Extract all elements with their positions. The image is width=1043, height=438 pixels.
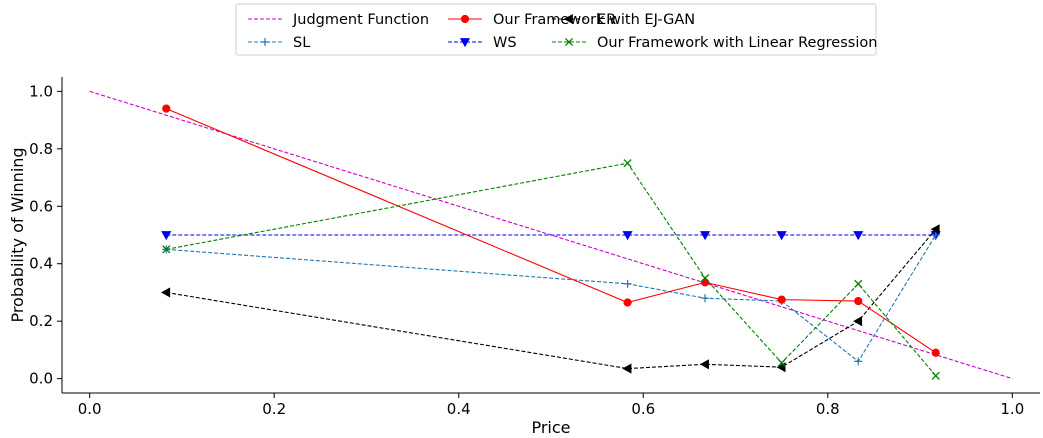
data-point-x xyxy=(701,274,710,283)
legend: Judgment Function SL Our Framework with EJ… xyxy=(235,3,877,56)
x-tick-label: 1.0 xyxy=(1000,400,1024,418)
data-point-x xyxy=(854,279,863,288)
data-point-triangle xyxy=(776,231,787,241)
series-line xyxy=(166,108,937,354)
series-5 xyxy=(162,159,940,380)
data-point-triangle xyxy=(161,231,172,241)
series-line xyxy=(166,234,937,363)
series-3 xyxy=(161,224,940,374)
y-tick-label: 0.6 xyxy=(29,197,53,215)
x-tick-label: 0.0 xyxy=(78,400,102,418)
x-tick-label: 0.6 xyxy=(631,400,655,418)
data-point-x xyxy=(777,358,786,367)
data-point-triangle xyxy=(700,231,711,241)
legend-label: WS xyxy=(493,35,517,51)
series-line xyxy=(166,228,937,370)
data-point-circle xyxy=(162,104,171,113)
data-point-circle xyxy=(854,296,863,306)
data-point-circle xyxy=(777,295,786,304)
legend-label: Our Framework with Linear Regression xyxy=(597,35,877,51)
series-layer xyxy=(89,90,1013,380)
data-point-plus xyxy=(701,294,710,303)
data-point-plus xyxy=(931,231,940,239)
series-line xyxy=(166,162,937,377)
series-1 xyxy=(161,231,941,241)
data-point-x xyxy=(564,37,574,47)
legend-item: WS xyxy=(448,35,517,51)
series-4 xyxy=(162,104,940,357)
data-point-triangle xyxy=(622,231,633,241)
data-point-plus xyxy=(261,38,269,46)
data-point-triangle xyxy=(853,231,864,241)
axes xyxy=(61,77,1040,394)
y-tick-label: 1.0 xyxy=(29,82,53,100)
y-tick-label: 0.4 xyxy=(29,255,53,273)
legend-frame xyxy=(235,3,877,56)
data-point-x xyxy=(162,245,171,254)
legend-item: ER xyxy=(552,12,616,28)
x-axis-label: Price xyxy=(531,418,570,437)
data-point-circle xyxy=(623,298,632,307)
x-tick-label: 0.8 xyxy=(816,400,840,418)
legend-item: SL xyxy=(248,35,310,51)
legend-label: ER xyxy=(597,12,616,28)
data-point-triangle xyxy=(622,363,632,374)
y-tick-label: 0.8 xyxy=(29,140,53,158)
legend-item: Our Framework with Linear Regression xyxy=(552,35,877,51)
data-point-triangle xyxy=(699,359,709,370)
data-point-triangle xyxy=(563,13,573,25)
x-tick-label: 0.4 xyxy=(447,400,471,418)
data-point-x xyxy=(931,371,940,380)
y-tick-label: 0.2 xyxy=(29,312,53,330)
series-2 xyxy=(162,231,940,366)
x-ticks: 0.0 0.2 0.4 0.6 0.8 1.0 xyxy=(78,393,1024,418)
data-point-circle xyxy=(460,14,470,24)
y-ticks: 0.0 0.2 0.4 0.6 0.8 1.0 xyxy=(29,82,62,388)
data-point-triangle xyxy=(459,38,471,48)
data-point-triangle xyxy=(853,316,863,327)
legend-label: SL xyxy=(293,35,310,51)
x-tick-label: 0.2 xyxy=(262,400,286,418)
legend-item: Judgment Function xyxy=(248,12,429,28)
data-point-circle xyxy=(931,348,940,357)
y-tick-label: 0.0 xyxy=(29,370,53,388)
legend-item: Our Framework with EJ-GAN xyxy=(448,12,695,28)
legend-label: Judgment Function xyxy=(292,12,429,28)
data-point-triangle xyxy=(161,287,171,298)
legend-label: Our Framework with EJ-GAN xyxy=(493,12,695,28)
data-point-triangle xyxy=(930,224,940,235)
y-axis-label: Probability of Winning xyxy=(8,147,27,322)
data-point-plus xyxy=(623,279,632,288)
data-point-x xyxy=(623,159,632,168)
data-point-plus xyxy=(854,357,863,366)
